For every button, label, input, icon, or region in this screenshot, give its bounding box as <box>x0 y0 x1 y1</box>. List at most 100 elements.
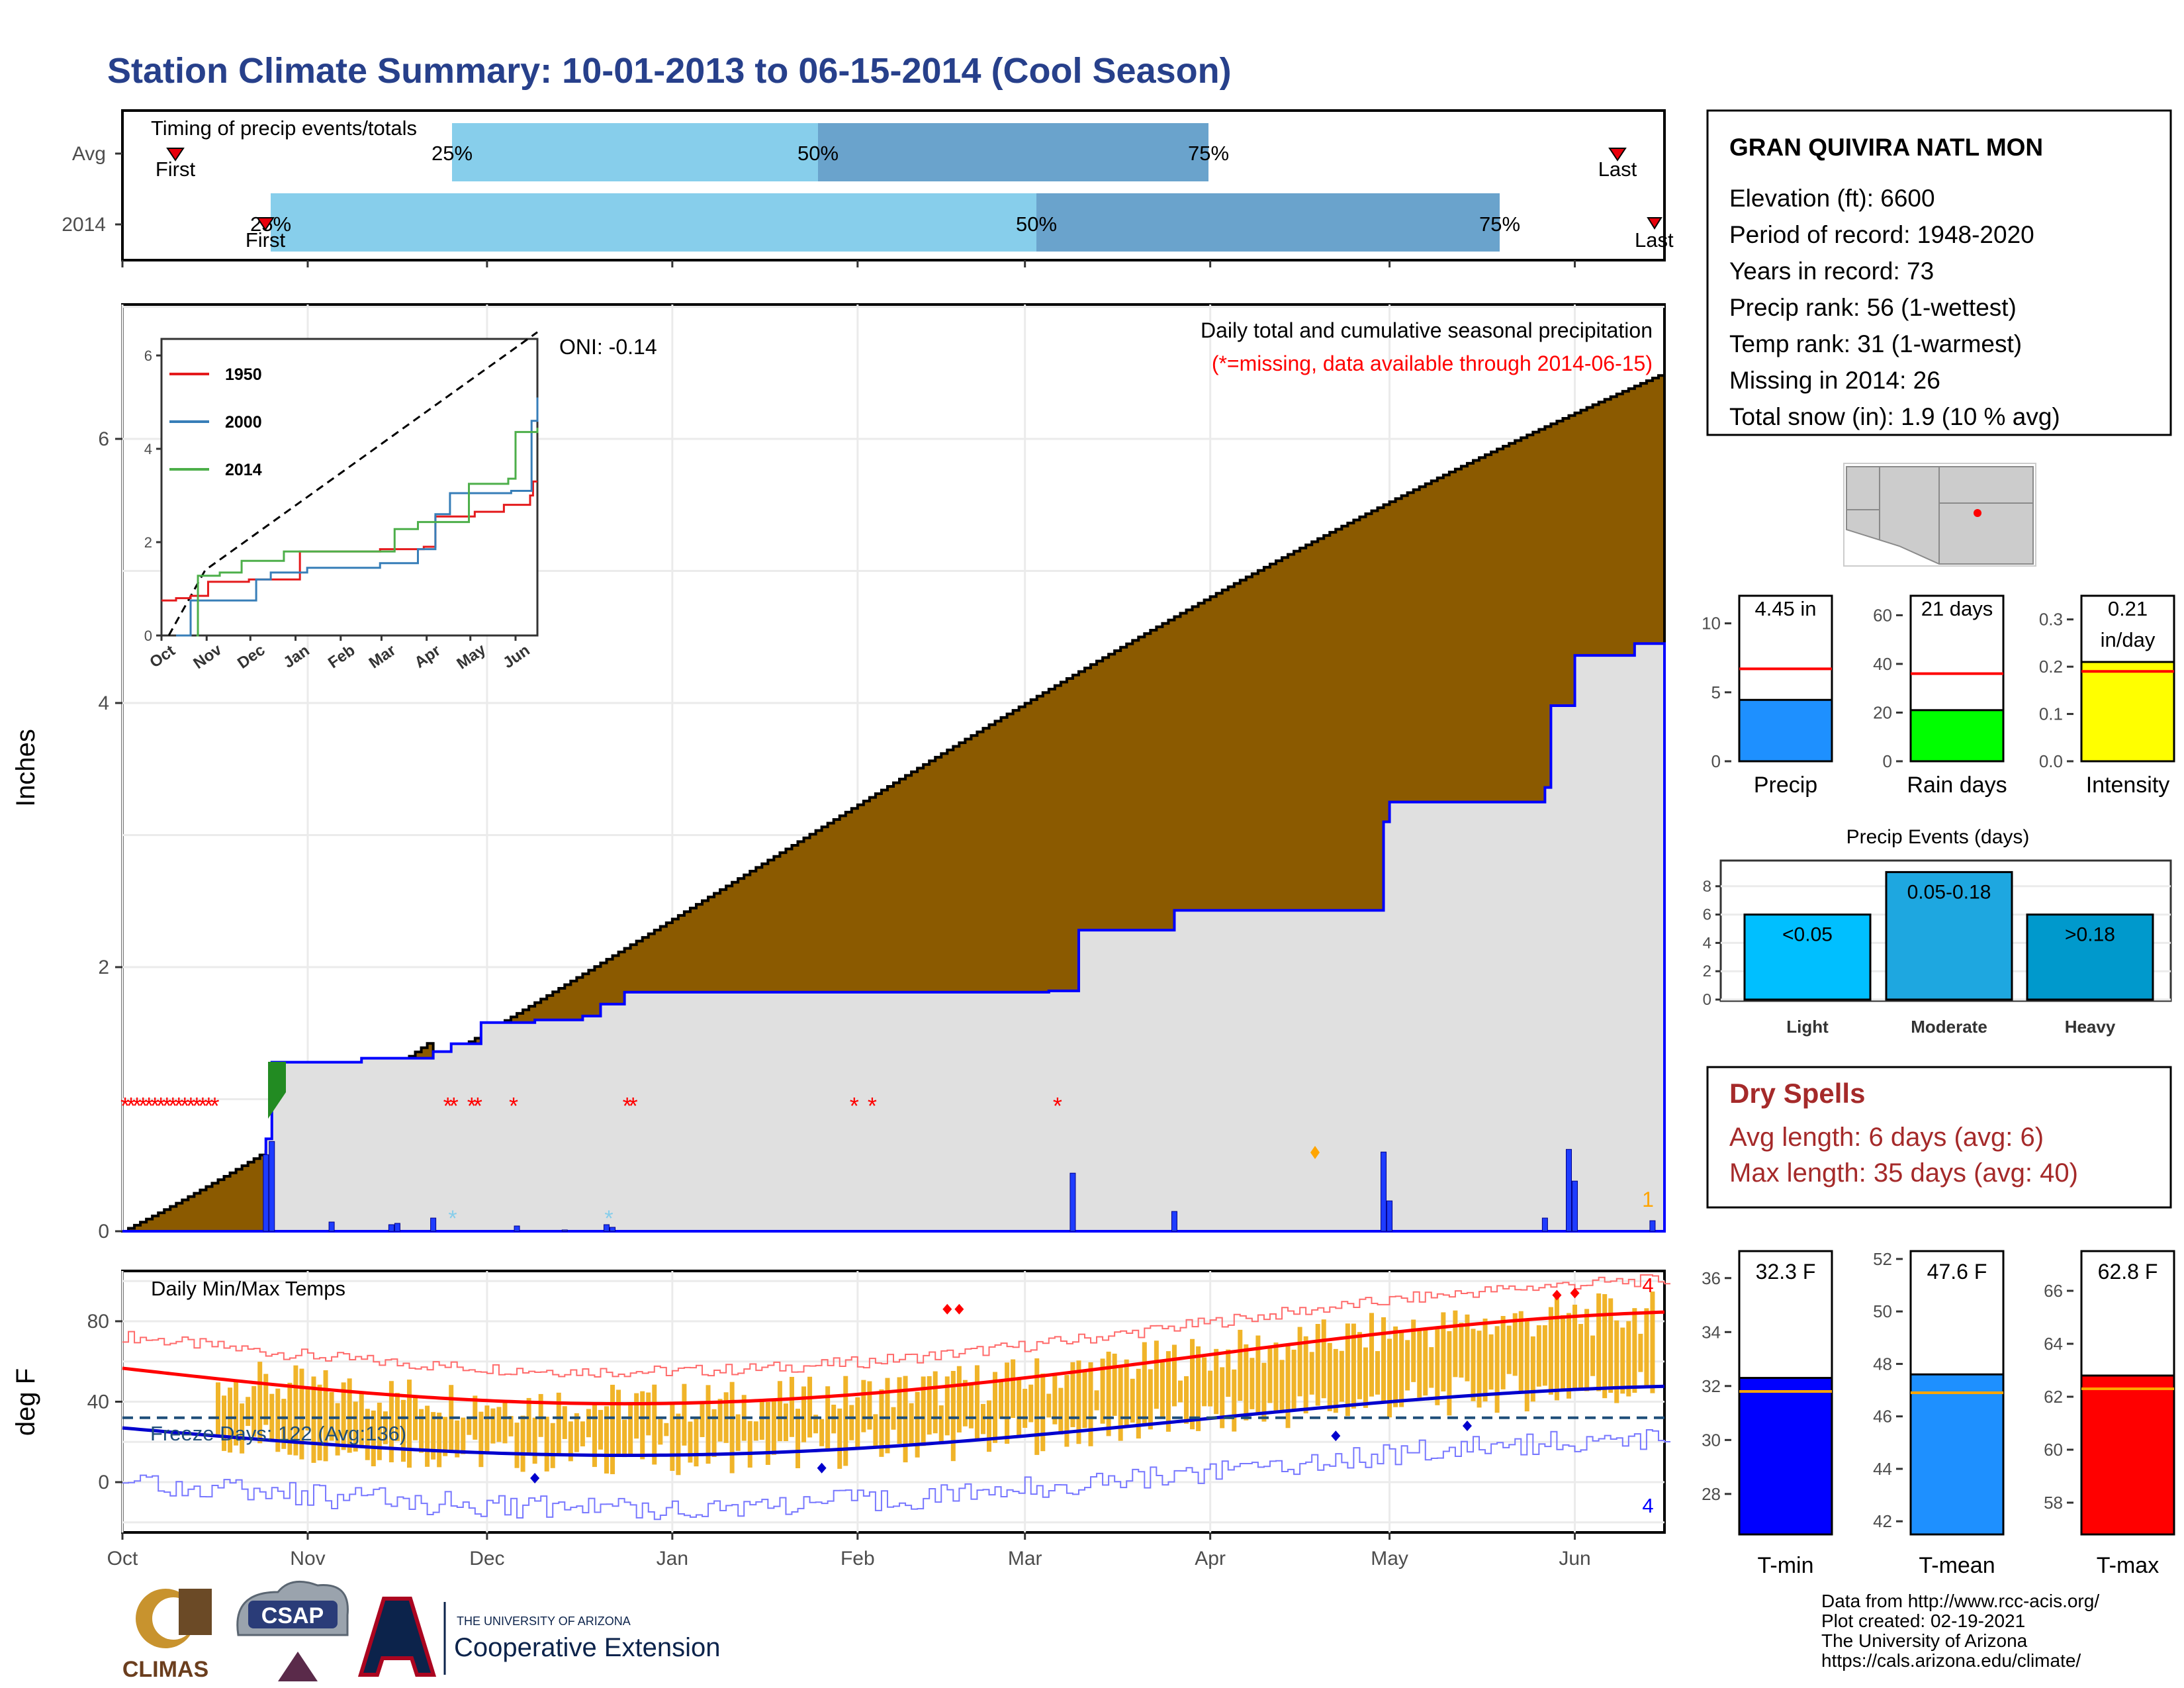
daily-temp-bar <box>1459 1323 1464 1378</box>
daily-precip-bar <box>269 1141 275 1232</box>
station-line: Total snow (in): 1.9 (10 % avg) <box>1729 403 2060 430</box>
daily-temp-bar <box>574 1413 579 1452</box>
daily-temp-bar <box>377 1402 382 1460</box>
climas-logo-block <box>179 1589 212 1635</box>
daily-temp-bar <box>646 1392 651 1436</box>
daily-temp-bar <box>1076 1360 1081 1444</box>
temp-ytick-label: 0 <box>98 1472 109 1493</box>
freeze-days-text: Freeze Days: 122 (Avg:136) <box>150 1422 406 1445</box>
station-line: Precip rank: 56 (1-wettest) <box>1729 294 2017 321</box>
events-ytick-label: 4 <box>1703 934 1711 952</box>
daily-temp-bar <box>1494 1326 1500 1413</box>
daily-temp-bar <box>1345 1323 1350 1417</box>
daily-temp-bar <box>717 1399 723 1442</box>
daily-precip-bar <box>1541 1217 1548 1232</box>
temp-summary-ytick-label: 66 <box>2044 1281 2063 1301</box>
month-label: Jun <box>1559 1548 1590 1570</box>
timing-panel: Timing of precip events/totals Avg 2014 … <box>62 109 1674 267</box>
timing-2014-last-label: Last <box>1635 228 1674 252</box>
daily-temp-bar <box>825 1386 831 1451</box>
summary-bar-fill <box>2080 661 2175 763</box>
missing-marker: * <box>623 1092 632 1119</box>
daily-temp-bar <box>1005 1362 1010 1444</box>
daily-temp-bar <box>933 1371 938 1434</box>
daily-temp-bar <box>1518 1311 1524 1393</box>
summary-bar-value: 0.21 <box>2108 597 2148 620</box>
events-ytick-label: 6 <box>1703 906 1711 924</box>
summary-bar-precip: 4.45 in 0 5 10 Precip <box>1702 594 1833 798</box>
station-line: Temp rank: 31 (1-warmest) <box>1729 330 2022 357</box>
inset-ytick-label: 6 <box>144 348 152 364</box>
daily-temp-bar <box>532 1417 537 1464</box>
daily-temp-bar <box>1094 1390 1099 1411</box>
temp-record-marker <box>1570 1288 1580 1299</box>
temp-record-marker <box>530 1472 540 1483</box>
daily-temp-bar <box>550 1423 555 1468</box>
daily-temp-bar <box>1614 1320 1619 1403</box>
daily-temp-bar <box>1118 1366 1123 1441</box>
temp-summary-label: T-max <box>2097 1553 2159 1578</box>
daily-temp-bar <box>813 1415 819 1434</box>
missing-marker: * <box>473 1092 482 1119</box>
daily-temp-bar <box>1572 1304 1578 1389</box>
missing-marker: * <box>144 1092 154 1119</box>
temp-summary-t-min: 32.3 F 28 30 32 34 36 T-min <box>1702 1250 1833 1578</box>
daily-temp-bar <box>885 1378 890 1454</box>
daily-temp-bar <box>903 1376 908 1463</box>
daily-temp-bar <box>388 1381 394 1463</box>
daily-temp-bar <box>610 1384 615 1474</box>
daily-temp-bar <box>394 1393 400 1441</box>
daily-temp-bar <box>1417 1330 1422 1398</box>
daily-temp-bar <box>1506 1325 1512 1374</box>
temp-summary-fill <box>1738 1377 1833 1536</box>
station-name: GRAN QUIVIRA NATL MON <box>1729 134 2043 161</box>
daily-temp-bar <box>807 1376 813 1438</box>
daily-temp-bar <box>496 1407 502 1442</box>
daily-temp-bar <box>508 1416 514 1436</box>
daily-temp-bar <box>944 1376 950 1436</box>
daily-temp-bar <box>1554 1297 1559 1401</box>
daily-temp-bar <box>1184 1376 1189 1424</box>
temp-summary-fill <box>2080 1374 2175 1536</box>
daily-temp-bar <box>556 1392 561 1455</box>
temp-summary-t-max: 62.8 F 58 60 62 64 66 T-max <box>2044 1250 2175 1578</box>
missing-marker: * <box>509 1092 518 1119</box>
daily-temp-bar <box>467 1418 472 1435</box>
max-day-marker <box>1310 1146 1320 1159</box>
timing-avg-bar-late <box>818 123 1208 181</box>
daily-temp-bar <box>628 1402 633 1457</box>
precip-ytick-label: 6 <box>98 428 109 450</box>
events-ytick-label: 2 <box>1703 962 1711 980</box>
daily-temp-bar <box>1512 1313 1518 1376</box>
daily-precip-bar <box>561 1229 568 1232</box>
daily-temp-bar <box>490 1408 496 1444</box>
temp-summary-ytick-label: 32 <box>1702 1376 1721 1396</box>
daily-precip-bar <box>388 1224 394 1232</box>
summary-bar-value-unit: in/day <box>2101 628 2156 651</box>
missing-marker: * <box>204 1092 213 1119</box>
surplus-area <box>268 1062 286 1119</box>
daily-temp-bar <box>897 1377 902 1444</box>
timing-2014-p50: 50% <box>1016 212 1057 236</box>
temp-summary-label: T-mean <box>1919 1553 1995 1578</box>
climas-logo: CLIMAS <box>122 1589 212 1682</box>
daily-temp-bar <box>251 1385 257 1437</box>
daily-temp-bar <box>1052 1374 1058 1425</box>
events-bar <box>2026 914 2154 1001</box>
daily-temp-bars <box>215 1291 1655 1476</box>
daily-temp-bar <box>1291 1349 1297 1411</box>
missing-marker: * <box>850 1092 859 1119</box>
record-low-count: 4 <box>1642 1494 1653 1517</box>
summary-ytick-label: 10 <box>1702 614 1721 633</box>
daily-temp-bar <box>783 1403 788 1442</box>
daily-temp-bar <box>1560 1315 1565 1389</box>
daily-temp-bar <box>1046 1393 1052 1418</box>
daily-temp-bar <box>1351 1323 1356 1409</box>
daily-temp-bar <box>502 1401 508 1444</box>
temp-summary-ytick-label: 46 <box>1873 1407 1892 1427</box>
month-label: Feb <box>841 1548 875 1570</box>
dry-spells-avg: Avg length: 6 days (avg: 6) <box>1729 1123 2044 1152</box>
record-high-line <box>122 1274 1671 1378</box>
daily-temp-bar <box>1177 1380 1183 1403</box>
daily-temp-bar <box>993 1372 998 1443</box>
